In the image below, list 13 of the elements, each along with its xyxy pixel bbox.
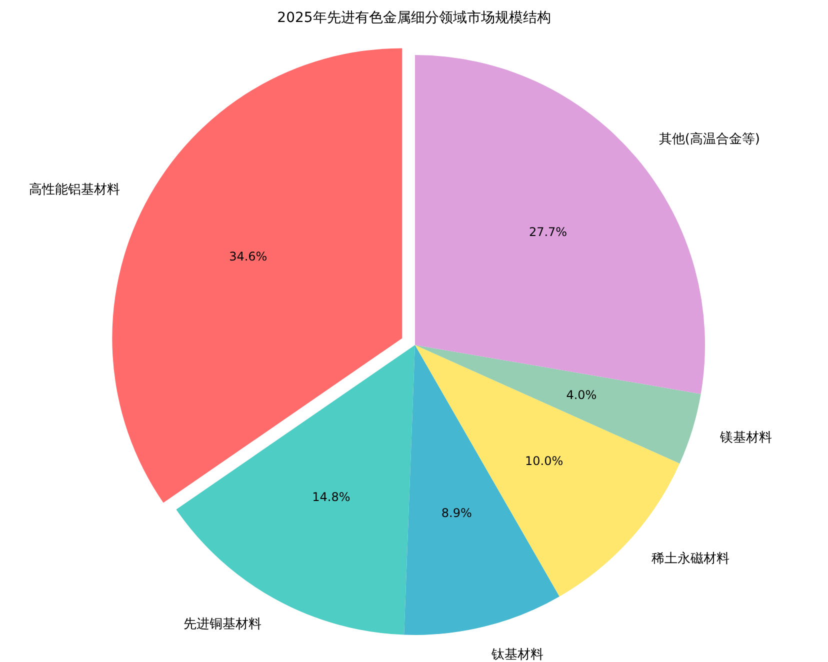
data-label: 10.0% [525,454,564,468]
data-label: 4.0% [566,388,597,402]
data-label: 27.7% [528,225,568,240]
slice-label: 稀土永磁材料 [652,550,730,567]
chart-title: 2025年先进有色金属细分领域市场规模结构 [277,10,551,26]
data-label: 14.8% [312,490,350,504]
slice-label: 其他(高温合金等) [658,130,760,147]
data-label: 34.6% [229,250,268,264]
slice-label: 高性能铝基材料 [28,181,120,198]
slice-label: 钛基材料 [490,647,544,662]
slice-label: 先进铜基材料 [183,617,262,632]
slice-label: 镁基材料 [719,430,772,446]
data-label: 8.9% [441,506,472,520]
